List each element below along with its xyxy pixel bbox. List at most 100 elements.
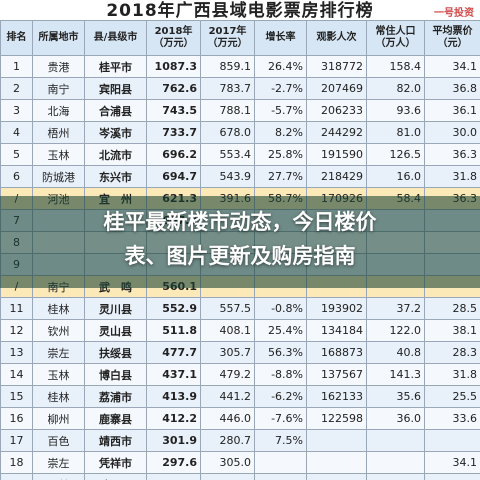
avg-price-cell: 36.1 (424, 99, 480, 122)
rank-cell: 17 (0, 429, 33, 452)
table-row: 4 梧州 岑溪市 733.7 678.0 8.2% 244292 81.0 30.0 (0, 121, 480, 144)
viewers-cell (306, 451, 367, 474)
column-header: 观影人次 (306, 20, 367, 56)
avg-price-cell: 28.3 (424, 341, 480, 364)
brand-watermark: 一号投资 (434, 8, 474, 19)
growth-rate-cell: 26.4% (254, 55, 307, 78)
rank-cell: 4 (0, 121, 33, 144)
table-row: 6 防城港 东兴市 694.7 543.9 27.7% 218429 16.0 31.8 (0, 165, 480, 188)
growth-rate-cell: 27.7% (254, 165, 307, 188)
avg-price-cell: 34.1 (424, 451, 480, 474)
growth-rate-cell (254, 451, 307, 474)
title-bar: 2018年广西县域电影票房排行榜 一号投资 (0, 0, 480, 22)
population-cell: 36.0 (366, 407, 425, 430)
population-cell (366, 429, 425, 452)
viewers-cell: 206233 (306, 99, 367, 122)
avg-price-cell: 38.1 (424, 319, 480, 342)
avg-price-cell: 33.6 (424, 407, 480, 430)
table-header-row: 排名 所属地市 县/县级市 2018年（万元） 2017年（万元） 增长率 观影人次 常住人口… (0, 20, 480, 56)
rank-cell: 3 (0, 99, 33, 122)
column-header: 所属地市 (32, 20, 85, 56)
column-header: 县/县级市 (84, 20, 147, 56)
county-cell: 岑溪市 (84, 121, 147, 144)
population-cell: 40.8 (366, 341, 425, 364)
column-header: 增长率 (254, 20, 307, 56)
box-office-2017-cell: 783.7 (200, 77, 255, 100)
table-row: 1 贵港 桂平市 1087.3 859.1 26.4% 318772 158.4 34.1 (0, 55, 480, 78)
page-title: 2018年广西县域电影票房排行榜 (106, 1, 374, 21)
growth-rate-cell: -6.2% (254, 385, 307, 408)
avg-price-cell: 36.3 (424, 143, 480, 166)
viewers-cell: 318772 (306, 55, 367, 78)
table-row: 18 崇左 凭祥市 297.6 305.0 34.1 (0, 451, 480, 474)
rank-cell: 14 (0, 363, 33, 386)
box-office-2017-cell: 543.9 (200, 165, 255, 188)
growth-rate-cell: -8.8% (254, 363, 307, 386)
headline-line-1: 桂平最新楼市动态，今日楼价 (103, 210, 377, 234)
city-cell: 防城港 (32, 165, 85, 188)
population-cell: 158.4 (366, 55, 425, 78)
population-cell: 93.6 (366, 99, 425, 122)
column-header: 2018年（万元） (146, 20, 201, 56)
county-cell: 陆川县 (84, 473, 147, 480)
rank-cell: 19 (0, 473, 33, 480)
population-cell: 82.0 (366, 77, 425, 100)
city-cell: 桂林 (32, 385, 85, 408)
box-office-2017-cell: 859.1 (200, 55, 255, 78)
box-office-2017-cell: 446.0 (200, 407, 255, 430)
table-row: 16 柳州 鹿寨县 412.2 446.0 -7.6% 122598 36.0 33.6 (0, 407, 480, 430)
growth-rate-cell: 8.2% (254, 121, 307, 144)
table-row: 17 百色 靖西市 301.9 280.7 7.5% (0, 429, 480, 452)
county-cell: 荔浦市 (84, 385, 147, 408)
viewers-cell: 134184 (306, 319, 367, 342)
box-office-2018-cell: 288.5 (146, 473, 201, 480)
viewers-cell: 218429 (306, 165, 367, 188)
avg-price-cell: 30.0 (424, 121, 480, 144)
viewers-cell: 122598 (306, 407, 367, 430)
table-row: 11 桂林 灵川县 552.9 557.5 -0.8% 193902 37.2 28.5 (0, 297, 480, 320)
viewers-cell: 191590 (306, 143, 367, 166)
box-office-2018-cell: 437.1 (146, 363, 201, 386)
city-cell: 百色 (32, 429, 85, 452)
city-cell: 崇左 (32, 451, 85, 474)
county-cell: 鹿寨县 (84, 407, 147, 430)
growth-rate-cell: 7.5% (254, 429, 307, 452)
column-header: 平均票价（元） (424, 20, 480, 56)
box-office-2017-cell: 678.0 (200, 121, 255, 144)
box-office-2018-cell: 413.9 (146, 385, 201, 408)
county-cell: 博白县 (84, 363, 147, 386)
population-cell (366, 473, 425, 480)
growth-rate-cell: 25.8% (254, 143, 307, 166)
box-office-2017-cell: 479.2 (200, 363, 255, 386)
city-cell: 崇左 (32, 341, 85, 364)
population-cell: 37.2 (366, 297, 425, 320)
viewers-cell: 168873 (306, 341, 367, 364)
growth-rate-cell: -2.7% (254, 77, 307, 100)
rank-cell: 1 (0, 55, 33, 78)
box-office-2017-cell: 557.5 (200, 297, 255, 320)
city-cell: 贵港 (32, 55, 85, 78)
rank-cell: 18 (0, 451, 33, 474)
viewers-cell: 244292 (306, 121, 367, 144)
column-header: 2017年（万元） (200, 20, 255, 56)
box-office-2018-cell: 297.6 (146, 451, 201, 474)
viewers-cell: 207469 (306, 77, 367, 100)
table-row: 13 崇左 扶绥县 477.7 305.7 56.3% 168873 40.8 28.3 (0, 341, 480, 364)
box-office-2017-cell: 305.0 (200, 451, 255, 474)
box-office-2018-cell: 1087.3 (146, 55, 201, 78)
box-office-2018-cell: 733.7 (146, 121, 201, 144)
avg-price-cell: 34.1 (424, 55, 480, 78)
city-cell: 北海 (32, 99, 85, 122)
table-row: 5 玉林 北流市 696.2 553.4 25.8% 191590 126.5 36.3 (0, 143, 480, 166)
box-office-2017-cell: 280.7 (200, 429, 255, 452)
box-office-2017-cell: 788.1 (200, 99, 255, 122)
box-office-2018-cell: 477.7 (146, 341, 201, 364)
box-office-2018-cell: 511.8 (146, 319, 201, 342)
population-cell: 35.6 (366, 385, 425, 408)
city-cell: 钦州 (32, 319, 85, 342)
county-cell: 合浦县 (84, 99, 147, 122)
rank-cell: 13 (0, 341, 33, 364)
table-row: 3 北海 合浦县 743.5 788.1 -5.7% 206233 93.6 36.1 (0, 99, 480, 122)
city-cell: 南宁 (32, 77, 85, 100)
